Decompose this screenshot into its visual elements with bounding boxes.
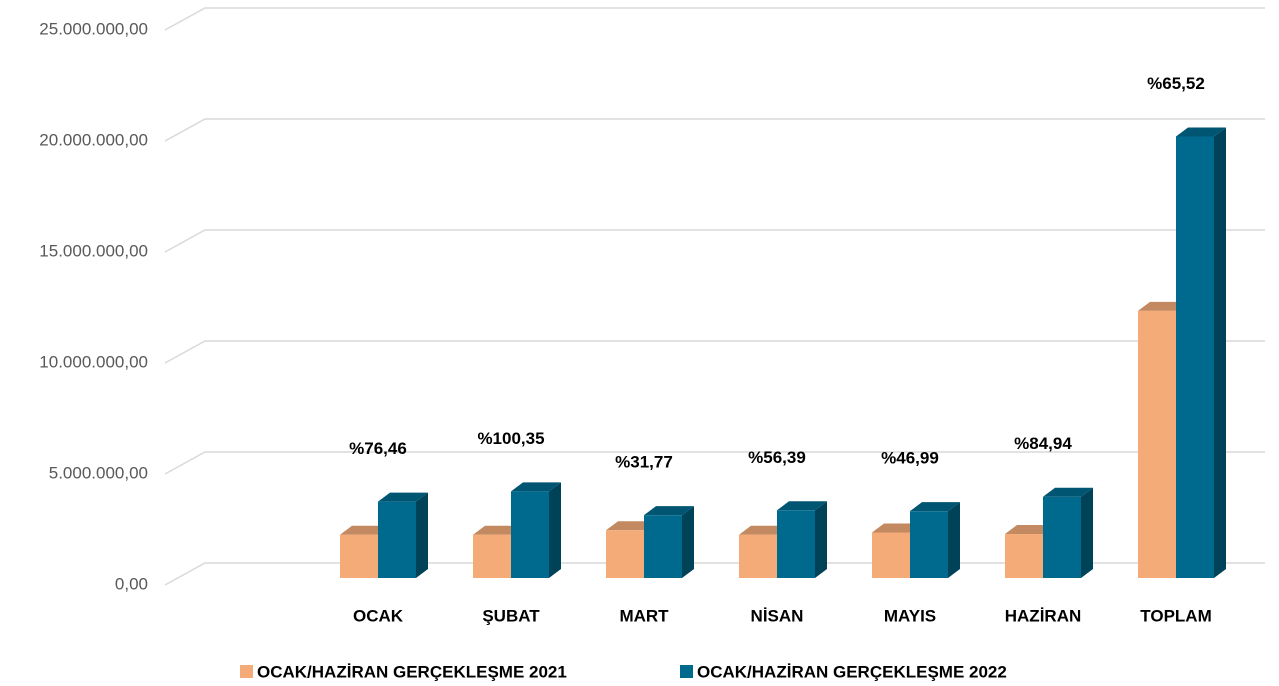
- bar-top: [378, 492, 428, 502]
- grid-line: [164, 340, 1265, 364]
- annotation: %84,94: [1014, 434, 1072, 453]
- bar-side: [948, 502, 960, 578]
- bar: [777, 501, 827, 578]
- grid-line: [164, 229, 1265, 253]
- x-tick-label: OCAK: [353, 606, 404, 625]
- bar: [378, 492, 428, 578]
- bar-top: [739, 525, 789, 535]
- bar-front: [340, 534, 378, 578]
- bar-side: [416, 492, 428, 578]
- y-tick-label: 10.000.000,00: [39, 352, 148, 371]
- annotation: %31,77: [615, 453, 673, 472]
- annotation: %76,46: [349, 439, 407, 458]
- bar-top: [340, 525, 390, 535]
- bar-top: [777, 501, 827, 511]
- legend-swatch: [240, 665, 253, 678]
- x-tick-label: MAYIS: [884, 606, 936, 625]
- y-tick-label: 5.000.000,00: [49, 463, 148, 482]
- bar-front: [511, 491, 549, 578]
- bar-front: [777, 510, 815, 578]
- x-tick-label: ŞUBAT: [482, 606, 540, 625]
- annotation: %65,52: [1147, 74, 1205, 93]
- bar: [910, 502, 960, 578]
- y-tick-label: 25.000.000,00: [39, 19, 148, 38]
- bar-side: [549, 482, 561, 578]
- grid-line: [164, 118, 1265, 142]
- bar-front: [644, 515, 682, 578]
- legend-label: OCAK/HAZİRAN GERÇEKLEŞME 2021: [257, 662, 567, 681]
- bar-side: [1214, 127, 1226, 578]
- grid-line: [164, 562, 1265, 586]
- x-tick-label: HAZİRAN: [1005, 606, 1082, 625]
- y-tick-label: 0,00: [115, 574, 148, 593]
- bar-front: [1005, 534, 1043, 578]
- annotation: %56,39: [748, 448, 806, 467]
- bar-side: [682, 506, 694, 578]
- bar-top: [872, 523, 922, 533]
- bar-side: [1081, 487, 1093, 578]
- bar-top: [606, 521, 656, 531]
- bar-front: [872, 532, 910, 578]
- y-tick-label: 20.000.000,00: [39, 130, 148, 149]
- bar-top: [1043, 487, 1093, 497]
- bar-front: [910, 511, 948, 578]
- bar-top: [511, 482, 561, 492]
- legend-swatch: [680, 665, 693, 678]
- grid-line: [164, 451, 1265, 475]
- bar-top: [1138, 301, 1188, 311]
- annotation: %46,99: [881, 449, 939, 468]
- bar-top: [644, 506, 694, 516]
- bar-front: [1176, 136, 1214, 578]
- x-tick-label: MART: [619, 606, 669, 625]
- bar-side: [815, 501, 827, 578]
- bar: [1176, 127, 1226, 578]
- x-tick-label: TOPLAM: [1140, 606, 1211, 625]
- x-tick-label: NİSAN: [751, 606, 804, 625]
- bar-top: [1005, 525, 1055, 535]
- bar-front: [739, 534, 777, 578]
- bar: [644, 506, 694, 578]
- bar-top: [473, 525, 523, 535]
- y-tick-label: 15.000.000,00: [39, 241, 148, 260]
- bar: [1043, 487, 1093, 578]
- bar-front: [473, 534, 511, 578]
- grid-line: [164, 7, 1265, 31]
- annotation: %100,35: [477, 429, 544, 448]
- bar-front: [1043, 496, 1081, 578]
- bar: [511, 482, 561, 578]
- legend-label: OCAK/HAZİRAN GERÇEKLEŞME 2022: [697, 662, 1007, 681]
- bar-top: [1176, 127, 1226, 137]
- bar-top: [910, 502, 960, 512]
- bar-front: [606, 530, 644, 578]
- bar-front: [1138, 310, 1176, 578]
- bar-front: [378, 501, 416, 578]
